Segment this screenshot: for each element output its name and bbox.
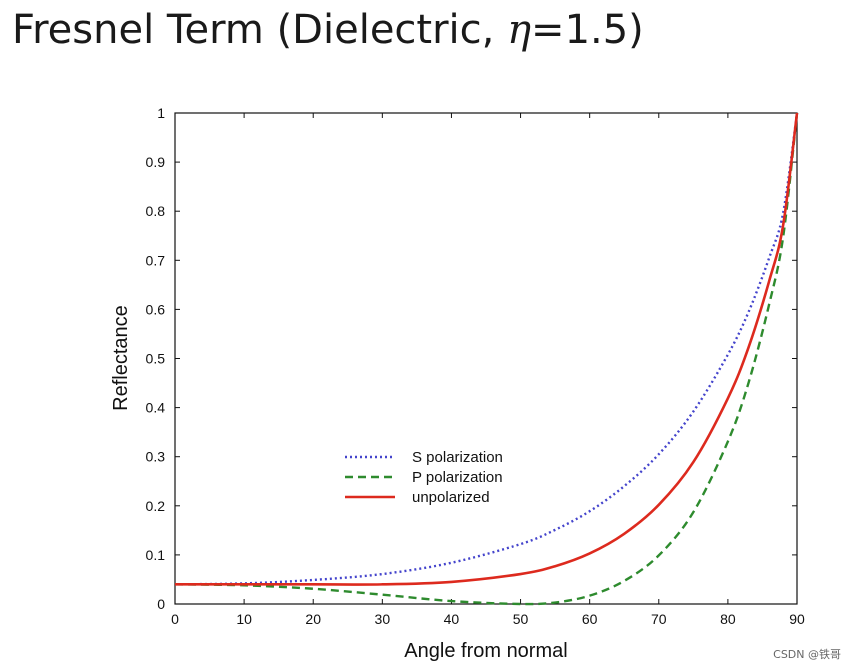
x-tick-label: 30 (375, 611, 391, 627)
eta-symbol: η (507, 7, 532, 53)
y-tick-label: 0.6 (146, 301, 166, 317)
axis-ticks: 0 10 20 30 40 50 60 70 80 90 0 0.1 0.2 0.3 0.4 0.5 0.6 0.… (146, 105, 805, 627)
x-tick-label: 90 (789, 611, 805, 627)
y-tick-label: 0.7 (146, 252, 166, 268)
y-tick-label: 0.9 (146, 154, 166, 170)
y-tick-label: 1 (157, 105, 165, 121)
y-tick-label: 0.1 (146, 547, 166, 563)
legend-label: unpolarized (412, 489, 490, 506)
series-line-s-polarization (174, 112, 799, 586)
x-tick-label: 60 (582, 611, 598, 627)
y-axis-label: Reflectance (110, 305, 132, 411)
title-prefix: Fresnel Term (Dielectric, (12, 7, 508, 53)
plot-frame (174, 112, 798, 605)
x-axis-label: Angle from normal (404, 640, 567, 662)
y-tick-label: 0.5 (146, 351, 166, 367)
legend: S polarization P polarization unpolarized (345, 449, 503, 506)
series-layer (174, 112, 799, 606)
x-tick-label: 70 (651, 611, 667, 627)
slide-title: Fresnel Term (Dielectric, η=1.5) (12, 8, 644, 52)
legend-label: P polarization (412, 469, 503, 486)
y-tick-label: 0.2 (146, 498, 166, 514)
y-tick-label: 0.4 (146, 400, 166, 416)
x-tick-label: 20 (305, 611, 321, 627)
watermark: CSDN @铁哥 (773, 648, 841, 661)
series-line-p-polarization (174, 112, 799, 606)
y-tick-label: 0.8 (146, 203, 166, 219)
title-suffix: =1.5) (531, 7, 644, 53)
x-tick-label: 10 (236, 611, 252, 627)
y-tick-label: 0.3 (146, 449, 166, 465)
legend-label: S polarization (412, 449, 503, 466)
x-tick-label: 50 (513, 611, 529, 627)
y-tick-label: 0 (157, 596, 165, 612)
x-tick-label: 0 (171, 611, 179, 627)
series-line-unpolarized (175, 112, 799, 586)
x-tick-label: 40 (444, 611, 460, 627)
x-tick-label: 80 (720, 611, 736, 627)
